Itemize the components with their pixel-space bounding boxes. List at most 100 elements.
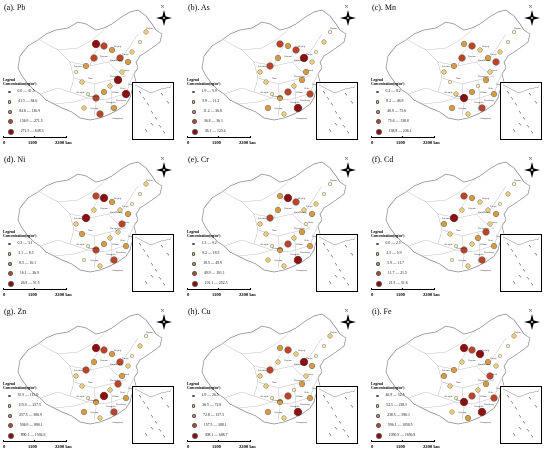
province-boundary <box>305 33 323 59</box>
sampling-site <box>270 244 274 248</box>
city-label: Chongqing <box>88 247 99 250</box>
legend-label: 308.1 — 606.7 <box>204 433 228 438</box>
north-arrow-icon: N <box>522 309 542 332</box>
legend-item: 157.5 — 308.1 <box>187 421 257 430</box>
sampling-site <box>91 39 101 49</box>
sampling-site <box>492 58 500 66</box>
legend: Legend Concentration(ng/m³) 0.0 — 41.5 41.5… <box>3 78 73 136</box>
legend-symbol <box>8 394 11 398</box>
legend-item: 36.8 — 36.1 <box>187 117 257 126</box>
legend-label: 0.3 — 3.1 <box>17 241 33 246</box>
sampling-site <box>298 228 306 236</box>
sampling-site <box>293 407 303 417</box>
province-boundary <box>493 221 505 247</box>
scale-label-end: 2200 km <box>423 292 440 297</box>
legend-symbol <box>8 119 13 125</box>
sampling-site <box>116 358 124 366</box>
province-boundary <box>277 83 281 117</box>
city-label: Taiyuan <box>284 207 292 210</box>
sampling-site <box>73 221 79 227</box>
sampling-site <box>117 207 123 213</box>
city-label: Hefei <box>120 391 126 394</box>
city-label: Guiyang <box>90 107 99 110</box>
sampling-site <box>107 235 113 241</box>
sampling-site <box>257 221 263 227</box>
legend-label: 0.2 — 8.2 <box>385 89 401 94</box>
legend-item: 596.1 — 1050.5 <box>371 421 441 430</box>
sampling-site <box>115 229 121 235</box>
sampling-site <box>263 79 269 85</box>
legend-item: 238.5 — 596.1 <box>371 411 441 420</box>
city-label: Beijing <box>298 45 306 48</box>
sampling-site <box>314 50 318 54</box>
china-map-h <box>201 313 347 425</box>
sampling-site <box>274 54 282 62</box>
sampling-site <box>80 408 88 416</box>
legend-label: 506.9 — 890.1 <box>19 423 43 428</box>
sampling-site <box>96 110 104 118</box>
province-boundary <box>461 387 465 421</box>
china-map-i <box>385 313 531 425</box>
sampling-site <box>79 79 85 85</box>
sampling-site <box>116 54 124 62</box>
sampling-site <box>263 383 269 389</box>
north-label: N <box>161 308 164 313</box>
province-boundary <box>425 181 473 203</box>
sampling-site <box>303 373 309 379</box>
sampling-site <box>82 258 86 262</box>
city-label: Xian <box>456 229 461 232</box>
sampling-site <box>475 349 485 359</box>
north-label: N <box>345 156 348 161</box>
legend-label: 8.2 — 46.9 <box>386 99 404 104</box>
city-label: Hefei <box>304 239 310 242</box>
legend-title: Legend <box>371 230 384 234</box>
legend-label: 46.9 — 75.6 <box>387 109 407 114</box>
sampling-site <box>292 46 300 54</box>
sampling-site <box>122 242 130 250</box>
legend-label: 84.6 — 136.9 <box>19 109 40 114</box>
province-boundary <box>93 235 97 269</box>
city-label: Nanchang <box>484 251 494 254</box>
sampling-site <box>322 192 326 196</box>
sampling-site <box>124 210 132 218</box>
legend-label: 5.9 — 11.7 <box>387 261 405 266</box>
panel-title: (c). Mn <box>372 3 396 12</box>
city-label: Beijing <box>482 45 490 48</box>
sampling-site <box>90 54 98 62</box>
legend-label: 596.1 — 1050.5 <box>387 423 413 428</box>
city-label: Shijiazhuang <box>478 363 491 366</box>
city-label: Shijiazhuang <box>110 211 123 214</box>
province-boundary <box>461 83 465 117</box>
scale-label-zero: 0 <box>187 140 190 145</box>
sampling-site <box>328 182 332 186</box>
sampling-site <box>328 30 332 34</box>
city-label: Harbin <box>514 331 521 334</box>
sampling-site <box>498 202 502 206</box>
city-label: Wuhan <box>112 91 119 94</box>
scale-label-end: 2200 km <box>55 444 72 449</box>
province-boundary <box>489 33 507 59</box>
legend-subtitle: Concentration(ng/m³) <box>371 386 405 391</box>
scale-label-end: 2200 km <box>239 140 256 145</box>
province-boundary <box>437 209 491 219</box>
city-label: Guangzhou <box>480 117 492 120</box>
city-label: Lanzhou <box>258 217 267 220</box>
legend-title: Legend <box>3 382 16 386</box>
sampling-site <box>447 231 453 237</box>
city-label: Chongqing <box>88 95 99 98</box>
province-boundary <box>309 221 321 247</box>
legend-item: 1.9 — 5.9 <box>187 87 257 96</box>
province-boundary <box>273 45 285 67</box>
sampling-site <box>308 362 316 370</box>
sampling-site <box>482 380 490 388</box>
province-boundary <box>253 57 307 67</box>
city-label: Nanjing <box>128 235 136 238</box>
province-boundary <box>407 87 439 95</box>
sampling-site <box>440 372 448 380</box>
city-label: Nanchang <box>300 403 310 406</box>
north-arrow-icon: N <box>154 5 174 28</box>
legend-symbol <box>8 242 11 246</box>
scale-label-zero: 0 <box>371 292 374 297</box>
sampling-site <box>73 373 79 379</box>
city-label: Hefei <box>488 87 494 90</box>
